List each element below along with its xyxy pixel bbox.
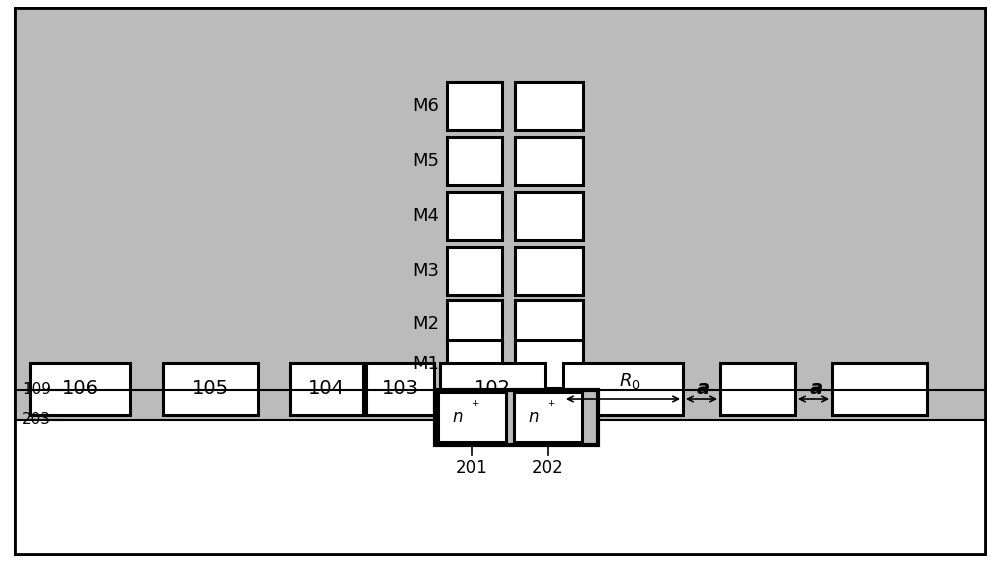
- Bar: [447, 137, 502, 185]
- Bar: [447, 192, 502, 240]
- Text: $n$: $n$: [452, 408, 464, 426]
- Text: $\boldsymbol{a}$: $\boldsymbol{a}$: [696, 379, 710, 398]
- Bar: [435, 390, 598, 445]
- Bar: [832, 363, 927, 415]
- Bar: [15, 390, 985, 420]
- Bar: [515, 82, 583, 130]
- Bar: [447, 247, 502, 295]
- Bar: [447, 82, 502, 130]
- Text: 202: 202: [532, 459, 564, 477]
- Text: M6: M6: [412, 97, 439, 115]
- Text: M3: M3: [412, 262, 439, 280]
- Text: 106: 106: [62, 379, 98, 398]
- Text: 104: 104: [308, 379, 344, 398]
- Text: $^+$: $^+$: [470, 400, 480, 413]
- Text: M4: M4: [412, 207, 439, 225]
- Bar: [30, 363, 130, 415]
- Bar: [515, 137, 583, 185]
- Bar: [438, 392, 506, 442]
- Bar: [366, 363, 434, 415]
- Bar: [720, 363, 795, 415]
- Bar: [290, 363, 363, 415]
- Bar: [15, 420, 985, 554]
- Text: M2: M2: [412, 315, 439, 333]
- Text: $n$: $n$: [528, 408, 540, 426]
- Bar: [440, 363, 545, 415]
- Text: $\boldsymbol{a}$: $\boldsymbol{a}$: [809, 379, 823, 398]
- Text: $\boldsymbol{R_0}$: $\boldsymbol{R_0}$: [619, 371, 641, 391]
- Text: M1: M1: [412, 355, 439, 373]
- Bar: [515, 192, 583, 240]
- Bar: [514, 392, 582, 442]
- Bar: [515, 247, 583, 295]
- Text: 102: 102: [474, 379, 511, 398]
- Bar: [515, 340, 583, 388]
- Text: 105: 105: [191, 379, 229, 398]
- Text: 109: 109: [22, 383, 51, 397]
- Bar: [515, 300, 583, 348]
- Text: $^+$: $^+$: [546, 400, 556, 413]
- Bar: [163, 363, 258, 415]
- Bar: [15, 8, 985, 403]
- Bar: [447, 300, 502, 348]
- Text: 201: 201: [456, 459, 488, 477]
- Text: M5: M5: [412, 152, 439, 170]
- Bar: [563, 363, 683, 415]
- Bar: [447, 340, 502, 388]
- Text: 103: 103: [382, 379, 418, 398]
- Text: 203: 203: [22, 413, 51, 428]
